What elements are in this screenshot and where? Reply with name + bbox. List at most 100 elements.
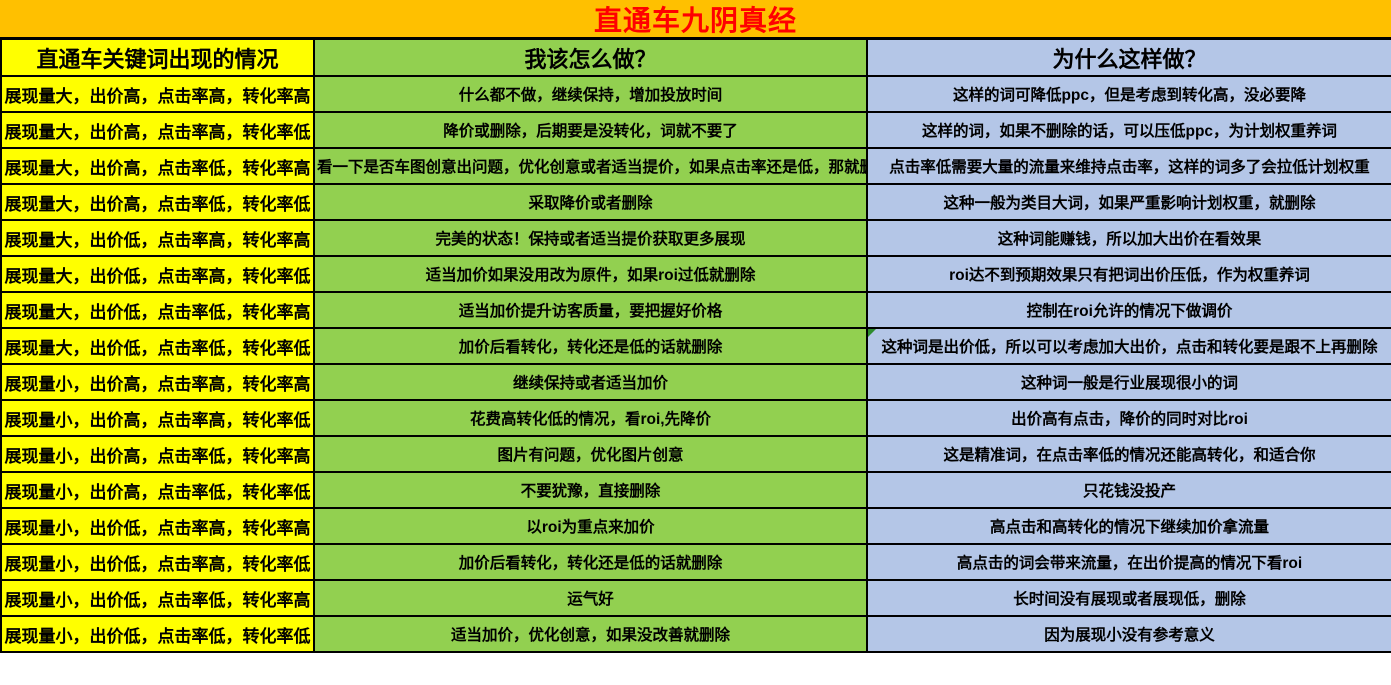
- condition-cell[interactable]: 展现量大，出价高，点击率低，转化率低: [0, 183, 315, 221]
- condition-cell[interactable]: 展现量小，出价高，点击率高，转化率低: [0, 399, 315, 437]
- table-row: 展现量大，出价低，点击率低，转化率高 适当加价提升访客质量，要把握好价格 控制在…: [0, 291, 1391, 329]
- reason-text: 高点击和高转化的情况下继续加价拿流量: [989, 519, 1269, 536]
- action-cell[interactable]: 完美的状态！保持或者适当提价获取更多展现: [313, 219, 868, 257]
- header-condition-cell[interactable]: 直通车关键词出现的情况: [0, 37, 315, 77]
- action-text: 图片有问题，优化图片创意: [497, 447, 684, 464]
- reason-cell[interactable]: 控制在roi允许的情况下做调价: [866, 291, 1391, 329]
- reason-cell[interactable]: 因为展现小没有参考意义: [866, 615, 1391, 653]
- reason-cell[interactable]: 高点击的词会带来流量，在出价提高的情况下看roi: [866, 543, 1391, 581]
- table-row: 展现量大，出价低，点击率高，转化率低 适当加价如果没用改为原件，如果roi过低就…: [0, 255, 1391, 293]
- reason-cell[interactable]: 这种词是出价低，所以可以考虑加大出价，点击和转化要是跟不上再删除: [866, 327, 1391, 365]
- action-text: 以roi为重点来加价: [526, 519, 655, 536]
- condition-text: 展现量大，出价高，点击率高，转化率高: [4, 86, 311, 106]
- condition-text: 展现量小，出价高，点击率高，转化率高: [4, 374, 311, 394]
- action-cell[interactable]: 采取降价或者删除: [313, 183, 868, 221]
- reason-cell[interactable]: 长时间没有展现或者展现低，删除: [866, 579, 1391, 617]
- reason-text: 出价高有点击，降价的同时对比roi: [1011, 411, 1248, 428]
- table-row: 展现量小，出价高，点击率低，转化率低 不要犹豫，直接删除 只花钱没投产: [0, 471, 1391, 509]
- condition-text: 展现量小，出价低，点击率高，转化率低: [4, 554, 311, 574]
- condition-text: 展现量小，出价高，点击率低，转化率高: [4, 446, 311, 466]
- reason-text: 这种词能赚钱，所以加大出价在看效果: [997, 231, 1262, 248]
- condition-cell[interactable]: 展现量大，出价低，点击率高，转化率高: [0, 219, 315, 257]
- reason-cell[interactable]: 这种词一般是行业展现很小的词: [866, 363, 1391, 401]
- reason-text: 高点击的词会带来流量，在出价提高的情况下看roi: [956, 555, 1303, 572]
- condition-cell[interactable]: 展现量小，出价高，点击率低，转化率高: [0, 435, 315, 473]
- condition-text: 展现量大，出价高，点击率高，转化率低: [4, 122, 311, 142]
- action-cell[interactable]: 适当加价如果没用改为原件，如果roi过低就删除: [313, 255, 868, 293]
- reason-cell[interactable]: 点击率低需要大量的流量来维持点击率，这样的词多了会拉低计划权重: [866, 147, 1391, 185]
- reason-cell[interactable]: 这种词能赚钱，所以加大出价在看效果: [866, 219, 1391, 257]
- action-cell[interactable]: 图片有问题，优化图片创意: [313, 435, 868, 473]
- table-row: 展现量小，出价低，点击率高，转化率低 加价后看转化，转化还是低的话就删除 高点击…: [0, 543, 1391, 581]
- reason-text: 这种一般为类目大词，如果严重影响计划权重，就删除: [943, 195, 1316, 212]
- action-cell[interactable]: 适当加价提升访客质量，要把握好价格: [313, 291, 868, 329]
- header-reason-cell[interactable]: 为什么这样做？: [866, 37, 1391, 77]
- reason-text: 长时间没有展现或者展现低，删除: [1013, 591, 1246, 608]
- condition-cell[interactable]: 展现量大，出价低，点击率低，转化率高: [0, 291, 315, 329]
- reason-cell[interactable]: 这种一般为类目大词，如果严重影响计划权重，就删除: [866, 183, 1391, 221]
- reason-text: 这种词一般是行业展现很小的词: [1020, 375, 1238, 392]
- action-text: 适当加价提升访客质量，要把握好价格: [458, 303, 723, 320]
- action-text: 继续保持或者适当加价: [512, 375, 668, 392]
- action-text: 完美的状态！保持或者适当提价获取更多展现: [435, 231, 746, 248]
- sheet-title: 直通车九阴真经: [593, 4, 797, 36]
- reason-cell[interactable]: 这样的词，如果不删除的话，可以压低ppc，为计划权重养词: [866, 111, 1391, 149]
- condition-text: 展现量大，出价低，点击率高，转化率低: [4, 266, 311, 286]
- reason-text: 点击率低需要大量的流量来维持点击率，这样的词多了会拉低计划权重: [889, 159, 1370, 176]
- header-action-cell[interactable]: 我该怎么做？: [313, 37, 868, 77]
- action-text: 适当加价，优化创意，如果没改善就删除: [450, 627, 730, 644]
- condition-text: 展现量小，出价低，点击率低，转化率高: [4, 590, 311, 610]
- condition-text: 展现量小，出价高，点击率高，转化率低: [4, 410, 311, 430]
- reason-cell[interactable]: 只花钱没投产: [866, 471, 1391, 509]
- condition-cell[interactable]: 展现量小，出价低，点击率高，转化率高: [0, 507, 315, 545]
- condition-cell[interactable]: 展现量小，出价低，点击率高，转化率低: [0, 543, 315, 581]
- condition-cell[interactable]: 展现量小，出价低，点击率低，转化率高: [0, 579, 315, 617]
- condition-cell[interactable]: 展现量小，出价高，点击率高，转化率高: [0, 363, 315, 401]
- action-text: 什么都不做，继续保持，增加投放时间: [458, 87, 723, 104]
- condition-text: 展现量小，出价低，点击率低，转化率低: [4, 626, 311, 646]
- action-cell[interactable]: 降价或删除，后期要是没转化，词就不要了: [313, 111, 868, 149]
- action-cell[interactable]: 什么都不做，继续保持，增加投放时间: [313, 75, 868, 113]
- action-cell[interactable]: 不要犹豫，直接删除: [313, 471, 868, 509]
- condition-cell[interactable]: 展现量小，出价低，点击率低，转化率低: [0, 615, 315, 653]
- reason-text: 这种词是出价低，所以可以考虑加大出价，点击和转化要是跟不上再删除: [881, 339, 1378, 356]
- condition-text: 展现量大，出价高，点击率低，转化率低: [4, 194, 311, 214]
- action-cell[interactable]: 运气好: [313, 579, 868, 617]
- condition-text: 展现量小，出价低，点击率高，转化率高: [4, 518, 311, 538]
- action-cell[interactable]: 加价后看转化，转化还是低的话就删除: [313, 543, 868, 581]
- condition-cell[interactable]: 展现量大，出价低，点击率低，转化率低: [0, 327, 315, 365]
- action-text: 加价后看转化，转化还是低的话就删除: [458, 339, 723, 356]
- condition-text: 展现量大，出价低，点击率低，转化率高: [4, 302, 311, 322]
- condition-cell[interactable]: 展现量大，出价高，点击率高，转化率高: [0, 75, 315, 113]
- table-row: 展现量小，出价低，点击率低，转化率高 运气好 长时间没有展现或者展现低，删除: [0, 579, 1391, 617]
- condition-cell[interactable]: 展现量大，出价低，点击率高，转化率低: [0, 255, 315, 293]
- table-row: 展现量大，出价高，点击率低，转化率低 采取降价或者删除 这种一般为类目大词，如果…: [0, 183, 1391, 221]
- reason-text: 只花钱没投产: [1082, 483, 1176, 500]
- reason-cell[interactable]: 出价高有点击，降价的同时对比roi: [866, 399, 1391, 437]
- action-text: 适当加价如果没用改为原件，如果roi过低就删除: [425, 267, 756, 284]
- reason-cell[interactable]: 这样的词可降低ppc，但是考虑到转化高，没必要降: [866, 75, 1391, 113]
- condition-cell[interactable]: 展现量小，出价高，点击率低，转化率低: [0, 471, 315, 509]
- table-row: 展现量大，出价低，点击率高，转化率高 完美的状态！保持或者适当提价获取更多展现 …: [0, 219, 1391, 257]
- condition-cell[interactable]: 展现量大，出价高，点击率低，转化率高: [0, 147, 315, 185]
- reason-cell[interactable]: 这是精准词，在点击率低的情况还能高转化，和适合你: [866, 435, 1391, 473]
- condition-cell[interactable]: 展现量大，出价高，点击率高，转化率低: [0, 111, 315, 149]
- reason-cell[interactable]: 高点击和高转化的情况下继续加价拿流量: [866, 507, 1391, 545]
- table-row: 展现量大，出价高，点击率低，转化率高 看一下是否车图创意出问题，优化创意或者适当…: [0, 147, 1391, 185]
- reason-cell[interactable]: roi达不到预期效果只有把词出价压低，作为权重养词: [866, 255, 1391, 293]
- keyword-table: 直通车关键词出现的情况 我该怎么做？ 为什么这样做？ 展现量大，出价高，点击率高…: [0, 37, 1391, 653]
- action-cell[interactable]: 看一下是否车图创意出问题，优化创意或者适当提价，如果点击率还是低，那就删: [313, 147, 868, 185]
- action-cell[interactable]: 适当加价，优化创意，如果没改善就删除: [313, 615, 868, 653]
- action-cell[interactable]: 加价后看转化，转化还是低的话就删除: [313, 327, 868, 365]
- table-row: 展现量小，出价高，点击率低，转化率高 图片有问题，优化图片创意 这是精准词，在点…: [0, 435, 1391, 473]
- action-cell[interactable]: 以roi为重点来加价: [313, 507, 868, 545]
- table-row: 展现量大，出价高，点击率高，转化率高 什么都不做，继续保持，增加投放时间 这样的…: [0, 75, 1391, 113]
- table-row: 展现量小，出价低，点击率低，转化率低 适当加价，优化创意，如果没改善就删除 因为…: [0, 615, 1391, 653]
- action-text: 花费高转化低的情况，看roi,先降价: [469, 411, 712, 428]
- action-cell[interactable]: 花费高转化低的情况，看roi,先降价: [313, 399, 868, 437]
- action-text: 采取降价或者删除: [528, 195, 653, 212]
- action-cell[interactable]: 继续保持或者适当加价: [313, 363, 868, 401]
- table-row: 展现量小，出价高，点击率高，转化率高 继续保持或者适当加价 这种词一般是行业展现…: [0, 363, 1391, 401]
- action-text: 加价后看转化，转化还是低的话就删除: [458, 555, 723, 572]
